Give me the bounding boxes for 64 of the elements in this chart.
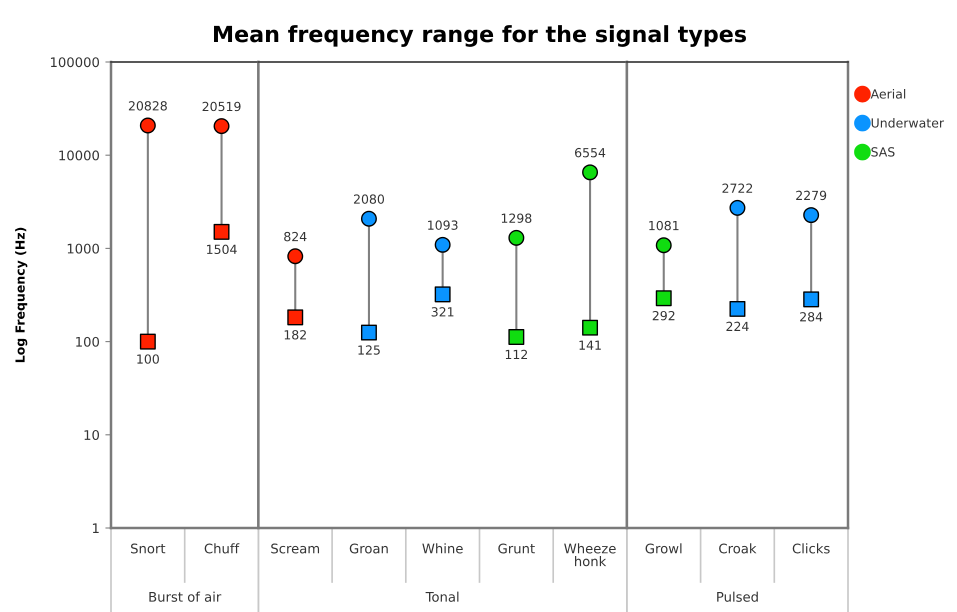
text: Mean frequency range for the signal types <box>214 25 746 47</box>
point <box>434 236 451 253</box>
point <box>140 334 156 350</box>
x-tick-label: Growl <box>646 543 682 554</box>
y-axis-title: Log Frequency (Hz) <box>15 228 28 362</box>
x-tick-label: Chuff <box>204 543 240 554</box>
x-tick-label: Croak <box>719 543 756 554</box>
point <box>214 118 230 134</box>
data-label: 1504 <box>207 244 237 254</box>
data-label: 6554 <box>575 148 606 158</box>
x-axis-title: Tonal <box>426 592 458 602</box>
point <box>729 200 746 216</box>
y-tick-label: 100 <box>76 336 100 347</box>
data-label: 321 <box>432 307 454 317</box>
point <box>803 291 820 308</box>
y-tick-label: 100000 <box>50 57 100 68</box>
x-tick-label: Groan <box>350 544 388 554</box>
x-tick-label: Scream <box>271 544 320 554</box>
point <box>582 164 598 180</box>
y-tick-label: 1000 <box>68 244 100 254</box>
data-label: 2722 <box>722 183 752 193</box>
legend-label: Underwater <box>872 118 944 128</box>
x-tick-label: Clicks <box>792 543 830 554</box>
data-label: 292 <box>652 310 674 320</box>
y-tick-label: 1 <box>92 523 99 534</box>
data-label: 2080 <box>354 194 384 204</box>
data-label: 20519 <box>202 102 241 112</box>
data-label: 1093 <box>428 220 458 230</box>
point <box>656 290 672 306</box>
point <box>360 210 377 227</box>
data-label: 112 <box>506 350 528 360</box>
data-label: 2279 <box>796 190 826 200</box>
point <box>287 248 304 264</box>
data-label: 1081 <box>649 220 678 230</box>
point <box>360 324 377 341</box>
point <box>434 286 451 302</box>
x-tick-label: Grunt <box>498 544 535 554</box>
point <box>508 230 524 246</box>
point <box>287 309 304 326</box>
point <box>140 118 156 134</box>
data-label: 224 <box>726 322 749 331</box>
x-axis-title: Burst of air <box>149 592 222 602</box>
point <box>729 300 746 317</box>
data-label: 141 <box>579 340 601 350</box>
data-label: 824 <box>284 232 306 242</box>
x-tick-label: Whine <box>422 543 463 554</box>
data-label: 284 <box>800 312 822 322</box>
y-tick-label: 10 <box>84 430 100 440</box>
data-label: 125 <box>358 345 380 355</box>
x-tick-label: Snort <box>131 544 166 554</box>
x-axis-title: Pulsed <box>717 592 758 602</box>
legend-label: Aerial <box>870 89 906 99</box>
point <box>508 329 524 345</box>
y-tick-label: 10000 <box>59 150 100 160</box>
legend-label: SAS <box>871 147 895 157</box>
point <box>656 237 672 254</box>
data-label: 182 <box>284 330 306 340</box>
data-label: 20828 <box>128 101 167 111</box>
x-tick-label: Wheeze honk <box>564 543 616 566</box>
point <box>803 207 820 224</box>
point <box>214 224 230 240</box>
point <box>582 320 598 336</box>
data-label: 1298 <box>502 213 532 223</box>
data-label: 100 <box>137 354 159 364</box>
